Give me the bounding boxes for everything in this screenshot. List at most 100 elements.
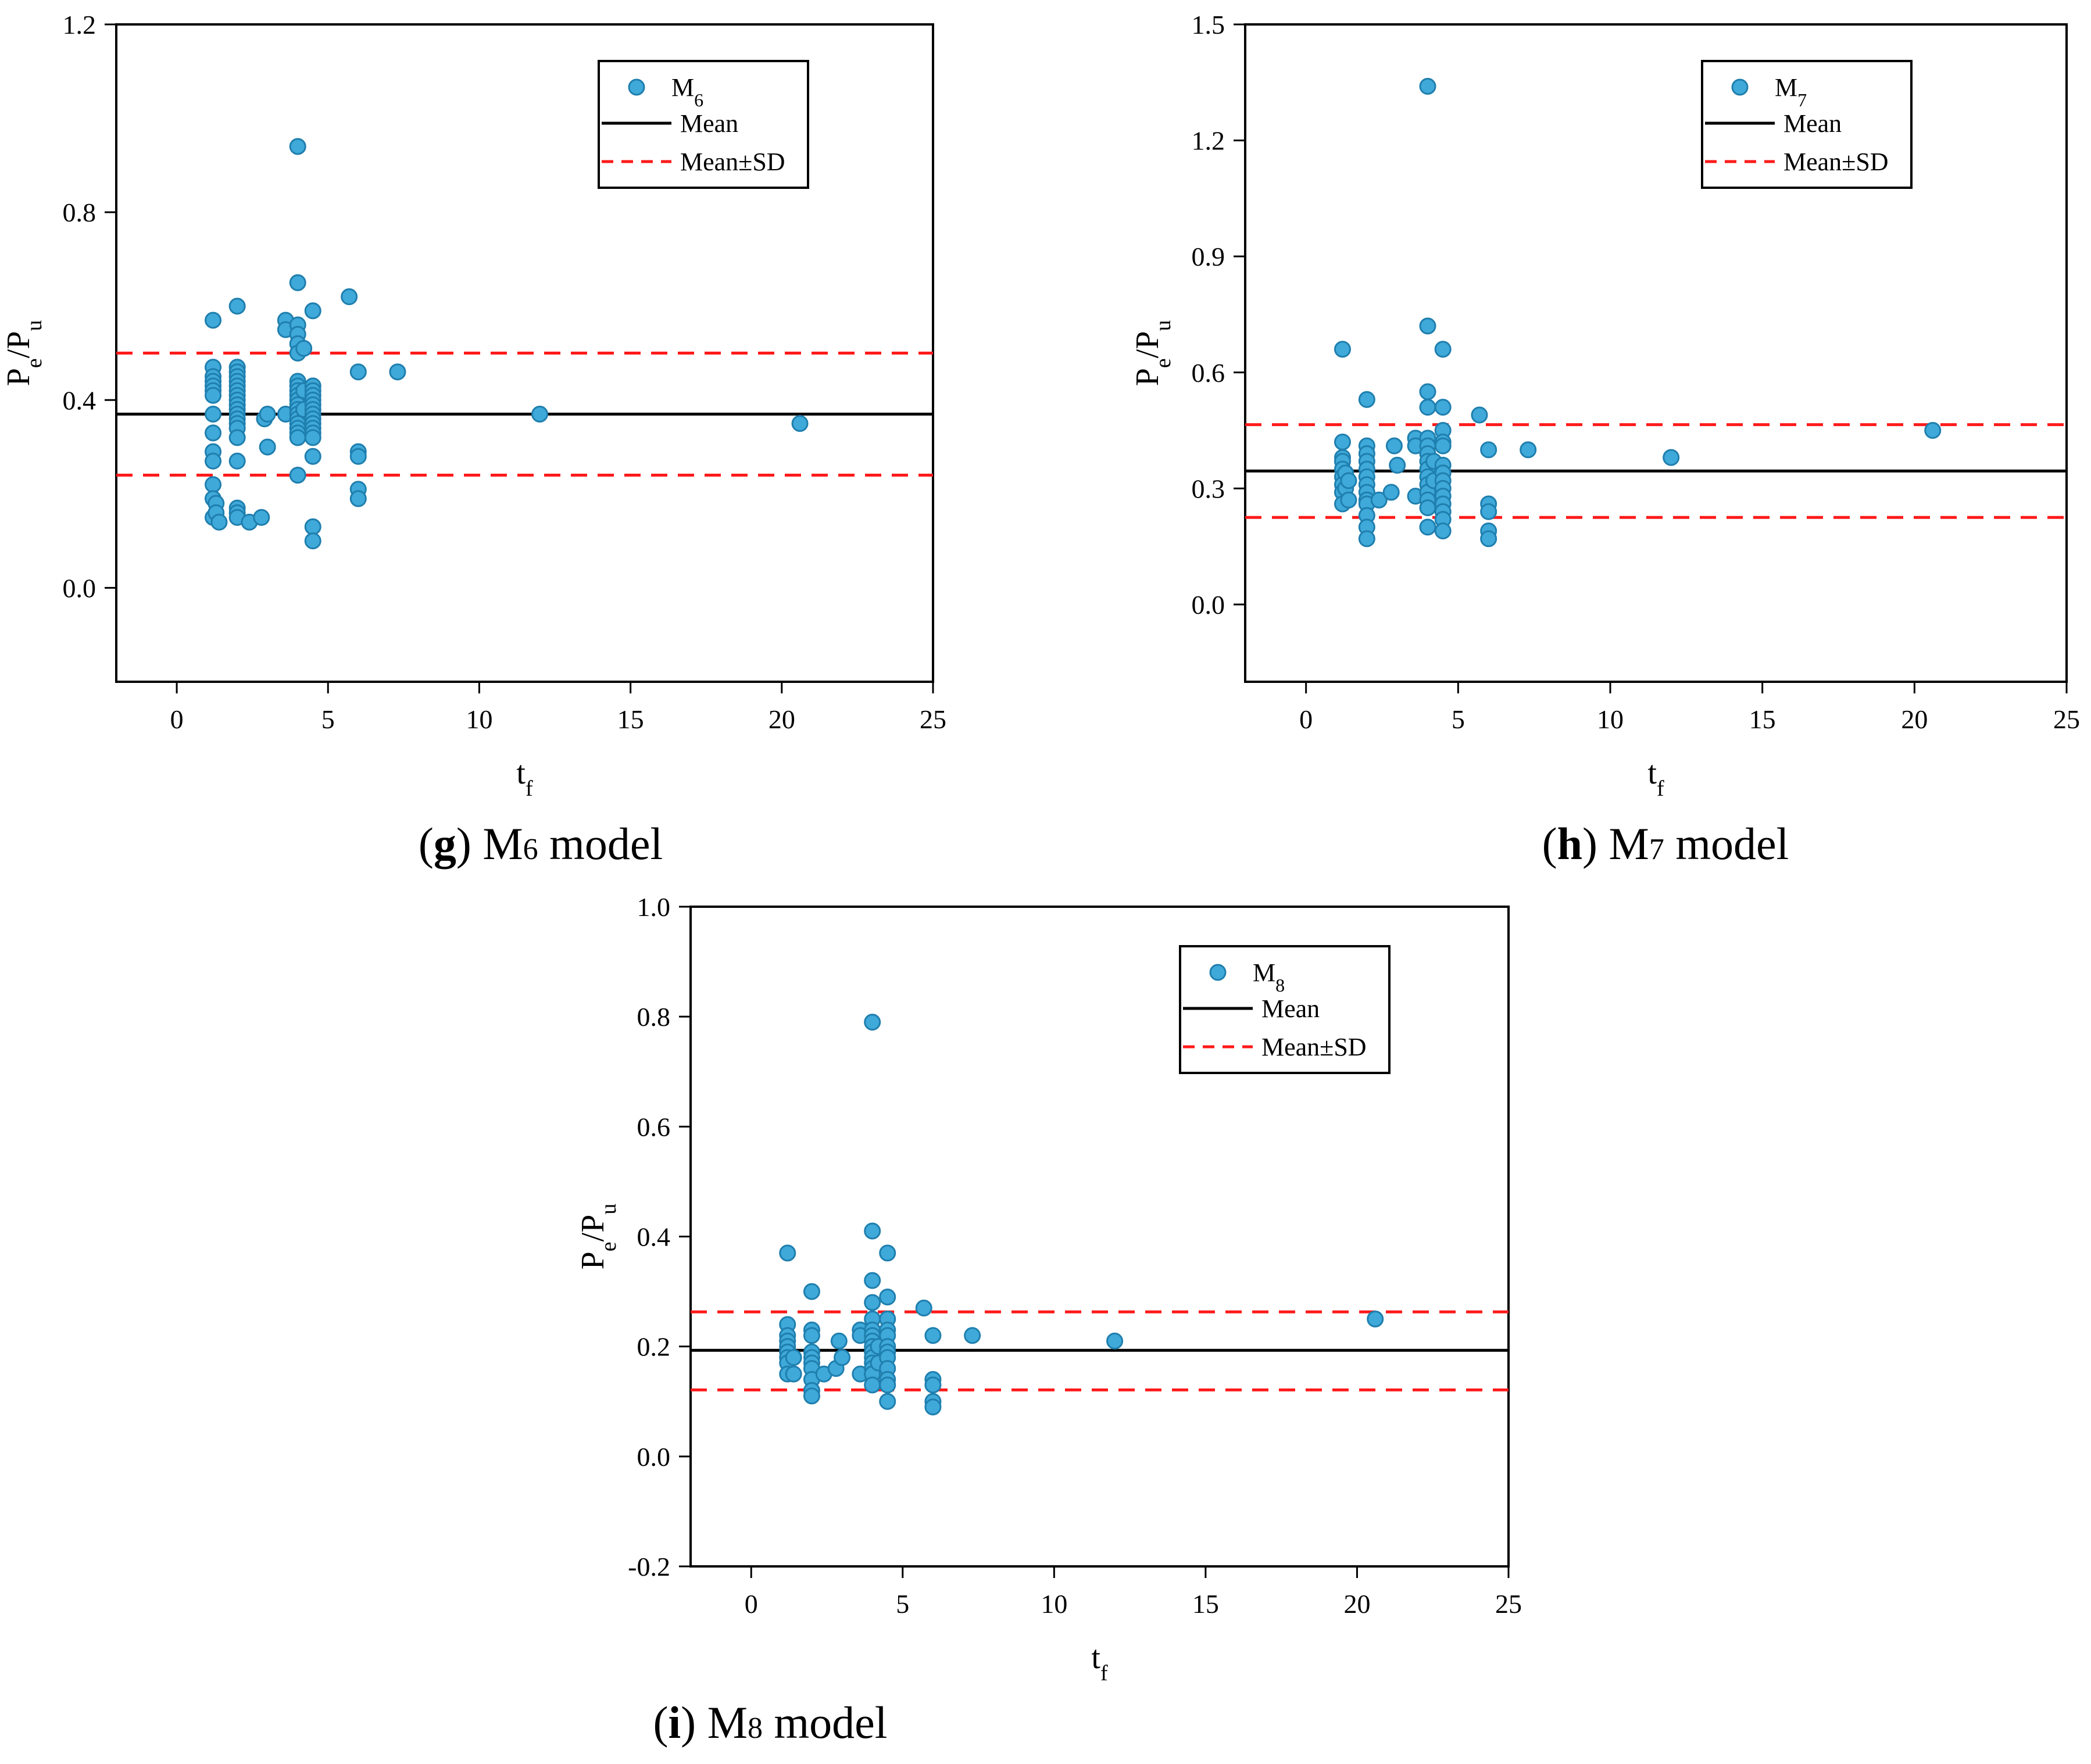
y-tick-label: 0.9 xyxy=(1192,242,1225,271)
data-point xyxy=(879,1393,896,1410)
data-point xyxy=(289,429,306,446)
data-point xyxy=(1480,503,1497,520)
data-point xyxy=(791,415,809,432)
data-point xyxy=(1358,391,1375,408)
panel-caption: (g) M6 model xyxy=(419,818,663,869)
y-tick-label: 0.8 xyxy=(63,198,96,227)
y-tick-label: 0.8 xyxy=(637,1002,671,1032)
data-point xyxy=(205,476,222,493)
data-point xyxy=(1419,317,1436,335)
data-point xyxy=(864,1376,881,1394)
data-point xyxy=(1382,484,1400,501)
data-point xyxy=(1480,441,1497,459)
data-point xyxy=(1520,441,1537,459)
data-point xyxy=(1471,406,1488,424)
y-tick-label: 1.2 xyxy=(63,10,96,40)
x-tick-label: 20 xyxy=(769,704,795,734)
data-point xyxy=(1389,456,1406,474)
legend-sd-label: Mean±SD xyxy=(680,148,785,176)
y-tick-label: 1.0 xyxy=(637,892,671,922)
x-axis-title: tf xyxy=(516,755,533,801)
y-tick-label: 0.4 xyxy=(63,385,96,415)
data-point xyxy=(915,1299,932,1316)
data-point xyxy=(259,406,276,423)
data-point xyxy=(205,387,222,404)
data-point xyxy=(803,1283,820,1300)
legend-marker xyxy=(1731,78,1749,96)
data-point xyxy=(349,490,367,507)
y-tick-label: 0.0 xyxy=(63,573,96,603)
data-point xyxy=(289,467,306,484)
x-tick-label: 15 xyxy=(617,704,644,734)
legend-mean-label: Mean xyxy=(680,109,738,138)
x-tick-label: 25 xyxy=(920,704,946,734)
data-point xyxy=(803,1327,820,1344)
x-tick-label: 0 xyxy=(1299,704,1313,734)
y-tick-label: 0.6 xyxy=(637,1112,671,1142)
data-point xyxy=(1434,523,1452,540)
y-tick-label: 0.6 xyxy=(1192,358,1225,388)
panel-caption: (i) M8 model xyxy=(653,1697,888,1748)
y-tick-label: 0.3 xyxy=(1192,474,1225,503)
data-point xyxy=(1419,399,1436,416)
plot-area xyxy=(1245,77,2067,548)
legend-sd-label: Mean±SD xyxy=(1261,1033,1367,1061)
y-axis-title: Pe/Pu xyxy=(1130,320,1175,387)
x-tick-label: 5 xyxy=(896,1589,909,1619)
legend-marker xyxy=(1209,964,1227,981)
x-tick-label: 25 xyxy=(2053,704,2080,734)
plot-area xyxy=(691,1014,1509,1416)
x-tick-label: 15 xyxy=(1192,1589,1219,1619)
y-tick-label: 1.5 xyxy=(1192,10,1225,40)
data-point xyxy=(1480,530,1497,548)
data-point xyxy=(1370,491,1388,509)
data-point xyxy=(830,1332,848,1350)
panel-i: 0 5 10 15 20 25 -0.2 0.0 0.2 0.4 0.6 0.8 1.0 tf Pe/Pu M… xyxy=(575,892,1522,1748)
data-point xyxy=(253,509,270,526)
data-point xyxy=(964,1327,981,1344)
data-point xyxy=(779,1244,796,1262)
legend-mean-label: Mean xyxy=(1261,994,1320,1023)
data-point xyxy=(785,1365,802,1383)
data-point xyxy=(228,298,246,315)
data-point xyxy=(834,1349,851,1366)
panel-caption: (h) M7 model xyxy=(1542,818,1789,869)
data-point xyxy=(1419,499,1436,517)
x-axis-title: tf xyxy=(1647,755,1664,801)
y-tick-label: 0.4 xyxy=(637,1222,671,1252)
data-point xyxy=(879,1376,896,1394)
data-point xyxy=(879,1289,896,1306)
data-point xyxy=(1334,341,1351,358)
y-tick-label: 0.0 xyxy=(1192,590,1225,620)
data-point xyxy=(349,448,367,465)
data-point xyxy=(205,312,222,329)
data-point xyxy=(1385,437,1403,455)
data-point xyxy=(304,429,321,446)
data-point xyxy=(803,1387,820,1405)
data-point xyxy=(1434,437,1452,455)
data-point xyxy=(1340,491,1357,509)
x-tick-label: 20 xyxy=(1901,704,1928,734)
data-point xyxy=(289,138,306,155)
data-point xyxy=(205,406,222,423)
data-point xyxy=(1340,472,1357,489)
data-point xyxy=(1924,422,1942,439)
panel-h: 0 5 10 15 20 250.00.30.60.91.21.5tfPe/PuM7Mea… xyxy=(1130,10,2080,869)
y-tick-label: 0.2 xyxy=(637,1332,671,1362)
x-tick-label: 5 xyxy=(1452,704,1465,734)
x-tick-label: 5 xyxy=(321,704,335,734)
x-tick-label: 15 xyxy=(1749,704,1776,734)
data-point xyxy=(349,363,367,381)
data-point xyxy=(205,424,222,442)
data-point xyxy=(228,429,246,446)
legend-mean-label: Mean xyxy=(1783,109,1842,138)
data-point xyxy=(1367,1310,1384,1328)
data-point xyxy=(304,448,321,465)
y-tick-label: 0.0 xyxy=(637,1442,671,1472)
x-tick-label: 0 xyxy=(745,1589,758,1619)
plot-area xyxy=(116,138,933,550)
legend-series-label: M7 xyxy=(1775,73,1807,110)
